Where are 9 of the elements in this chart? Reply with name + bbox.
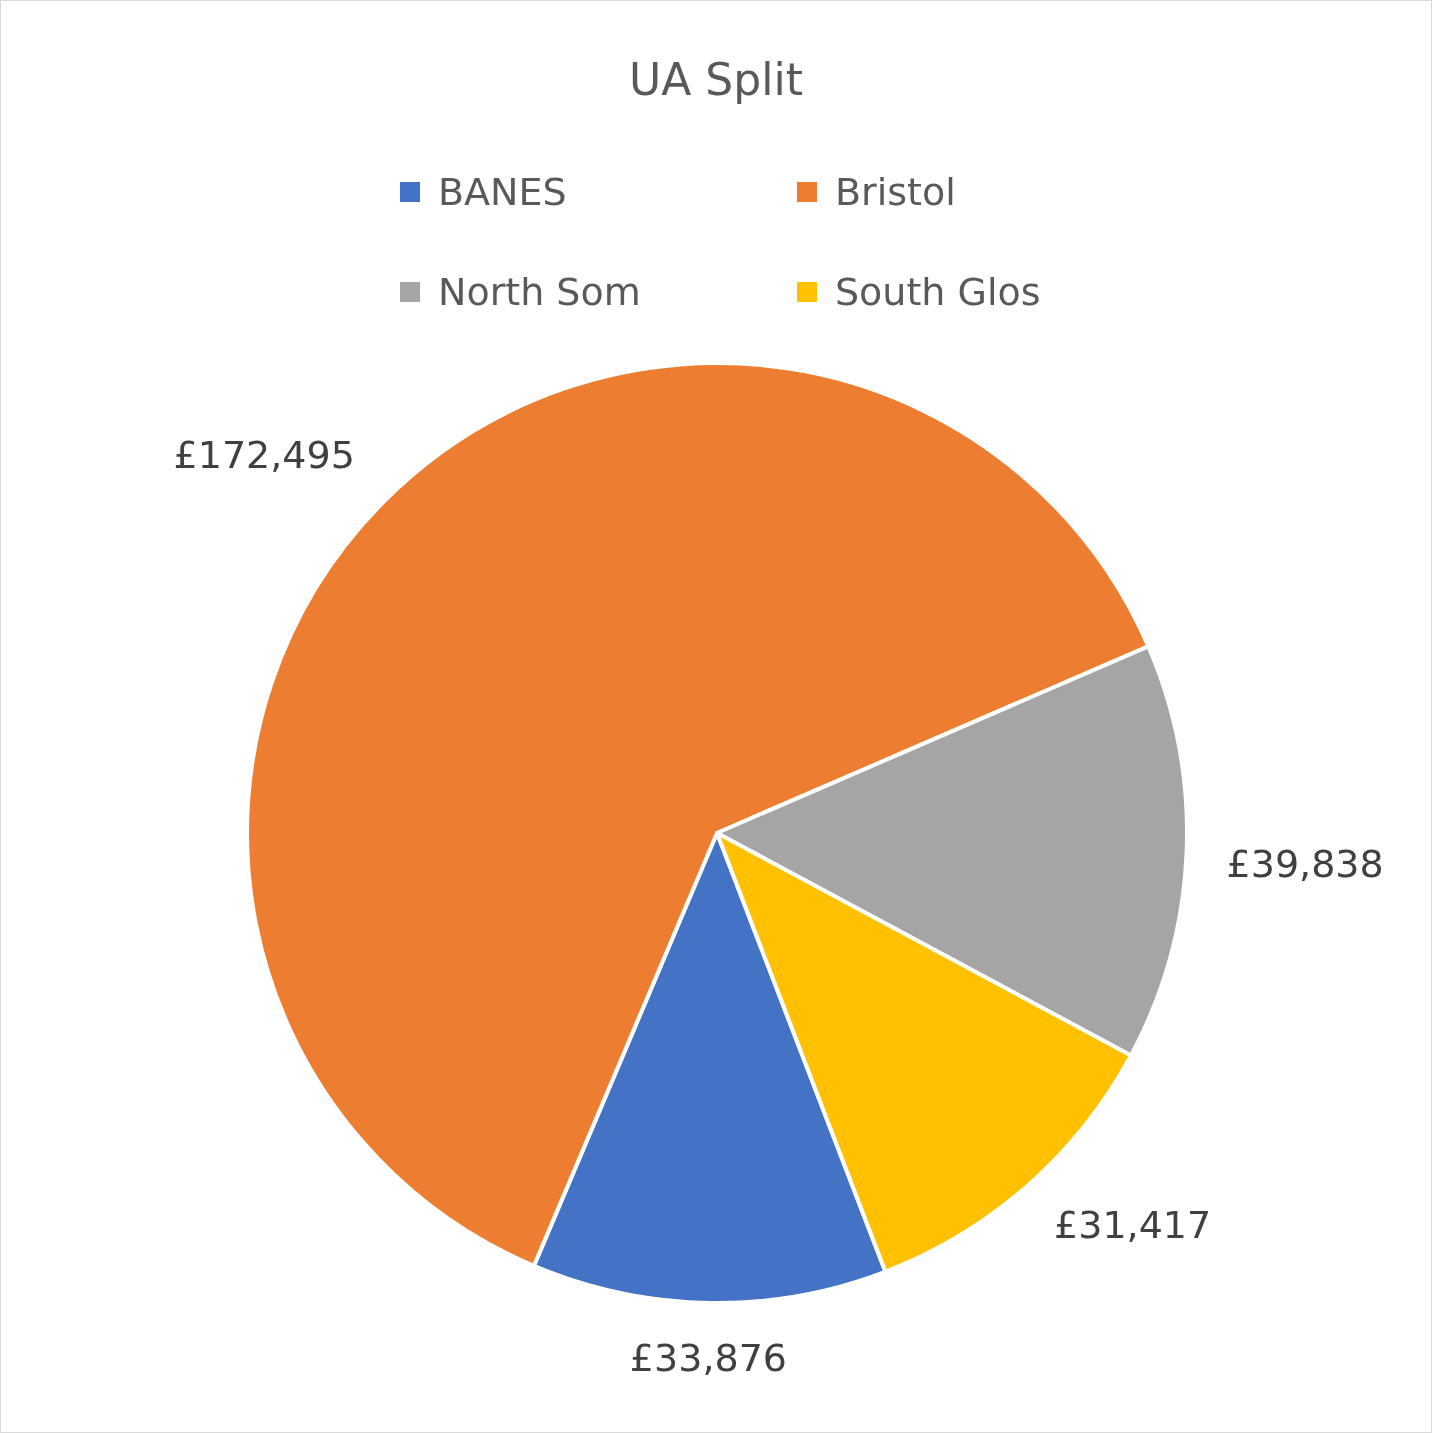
legend-label: North Som — [438, 270, 641, 315]
legend-label: BANES — [438, 170, 567, 215]
data-label: £39,838 — [1226, 841, 1384, 886]
data-label: £33,876 — [629, 1335, 787, 1380]
legend-label: Bristol — [835, 170, 956, 215]
legend-label: South Glos — [835, 270, 1041, 315]
data-label: £31,417 — [1054, 1202, 1212, 1247]
chart-title: UA Split — [629, 54, 803, 105]
data-label: £172,495 — [173, 432, 355, 477]
